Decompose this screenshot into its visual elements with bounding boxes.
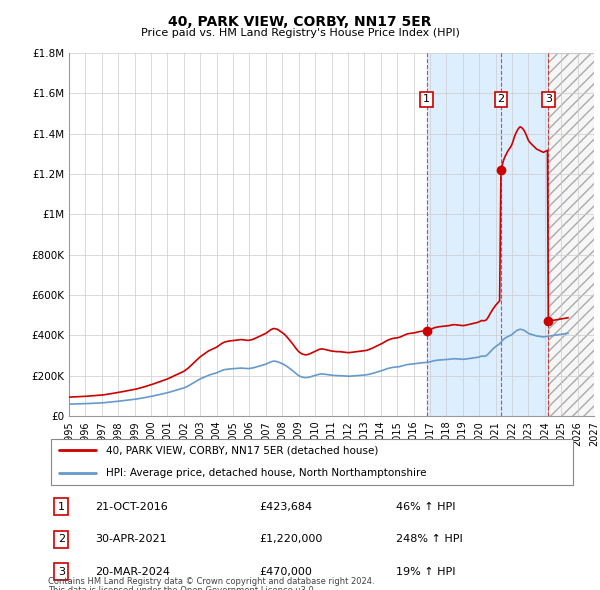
Text: 2: 2 — [58, 535, 65, 544]
Text: 248% ↑ HPI: 248% ↑ HPI — [397, 535, 463, 544]
Text: 2: 2 — [497, 94, 505, 104]
Bar — [427, 53, 501, 416]
Text: 3: 3 — [545, 94, 552, 104]
Text: 21-OCT-2016: 21-OCT-2016 — [95, 502, 168, 512]
Text: This data is licensed under the Open Government Licence v3.0.: This data is licensed under the Open Gov… — [48, 586, 316, 590]
Text: 3: 3 — [58, 567, 65, 576]
Bar — [548, 53, 594, 416]
Text: 40, PARK VIEW, CORBY, NN17 5ER (detached house): 40, PARK VIEW, CORBY, NN17 5ER (detached… — [106, 445, 379, 455]
Text: 46% ↑ HPI: 46% ↑ HPI — [397, 502, 456, 512]
Text: 1: 1 — [423, 94, 430, 104]
Text: 40, PARK VIEW, CORBY, NN17 5ER: 40, PARK VIEW, CORBY, NN17 5ER — [168, 15, 432, 29]
Bar — [501, 53, 548, 416]
Text: 19% ↑ HPI: 19% ↑ HPI — [397, 567, 456, 576]
Text: Contains HM Land Registry data © Crown copyright and database right 2024.: Contains HM Land Registry data © Crown c… — [48, 578, 374, 586]
Text: 1: 1 — [58, 502, 65, 512]
Text: 20-MAR-2024: 20-MAR-2024 — [95, 567, 170, 576]
Text: £470,000: £470,000 — [259, 567, 312, 576]
Text: Price paid vs. HM Land Registry's House Price Index (HPI): Price paid vs. HM Land Registry's House … — [140, 28, 460, 38]
Text: 30-APR-2021: 30-APR-2021 — [95, 535, 167, 544]
Text: £1,220,000: £1,220,000 — [259, 535, 323, 544]
FancyBboxPatch shape — [50, 438, 574, 485]
Bar — [548, 53, 594, 416]
Text: HPI: Average price, detached house, North Northamptonshire: HPI: Average price, detached house, Nort… — [106, 468, 427, 478]
Text: £423,684: £423,684 — [259, 502, 313, 512]
